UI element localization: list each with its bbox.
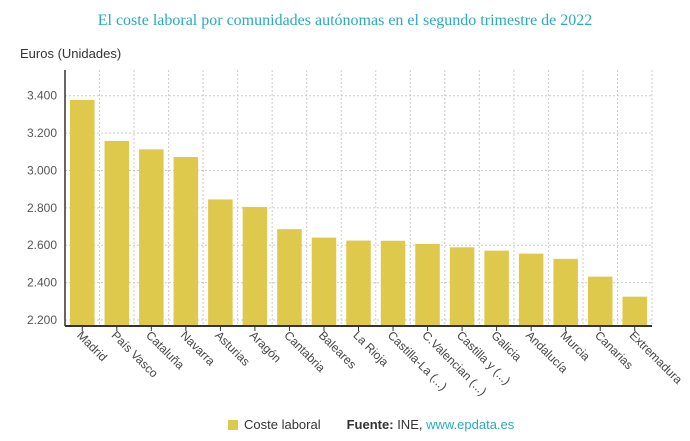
chart-title: El coste laboral por comunidades autónom…: [97, 12, 593, 29]
bar: [484, 250, 509, 326]
legend-label: Coste laboral: [244, 417, 321, 432]
x-tick-label: Asturias: [212, 328, 253, 369]
bar: [311, 237, 337, 326]
x-tick-label: Aragón: [247, 328, 284, 365]
source-label: Fuente:: [346, 417, 394, 432]
bar: [415, 243, 440, 326]
bar: [518, 253, 544, 326]
bar: [104, 140, 130, 326]
x-tick-label: Extremadura: [627, 328, 686, 387]
bar: [173, 157, 199, 326]
y-tick-label: 3.400: [27, 89, 57, 103]
bar: [346, 240, 371, 326]
y-tick-label: 2.200: [27, 313, 57, 327]
bar: [587, 276, 613, 326]
x-tick-label: Madrid: [74, 328, 110, 364]
y-tick-label: 2.600: [27, 238, 57, 252]
bar: [242, 206, 268, 326]
y-axis-label: Euros (Unidades): [20, 46, 122, 61]
y-tick-label: 2.400: [27, 276, 57, 290]
bar: [208, 199, 233, 326]
bar: [277, 229, 302, 326]
source-link[interactable]: www.epdata.es: [426, 417, 515, 432]
source: Fuente: INE, www.epdata.es: [347, 417, 515, 432]
bar: [70, 99, 95, 326]
bar: [553, 258, 578, 326]
y-tick-label: 2.800: [27, 201, 57, 215]
bar: [622, 296, 647, 326]
bar: [449, 247, 475, 326]
y-tick-label: 3.000: [27, 163, 57, 177]
bar: [380, 240, 406, 326]
bar: [139, 149, 164, 326]
source-text: INE,: [397, 417, 423, 432]
legend-swatch: [228, 419, 238, 430]
legend: Coste laboral Fuente: INE, www.epdata.es: [228, 417, 514, 432]
y-tick-label: 3.200: [27, 126, 57, 140]
